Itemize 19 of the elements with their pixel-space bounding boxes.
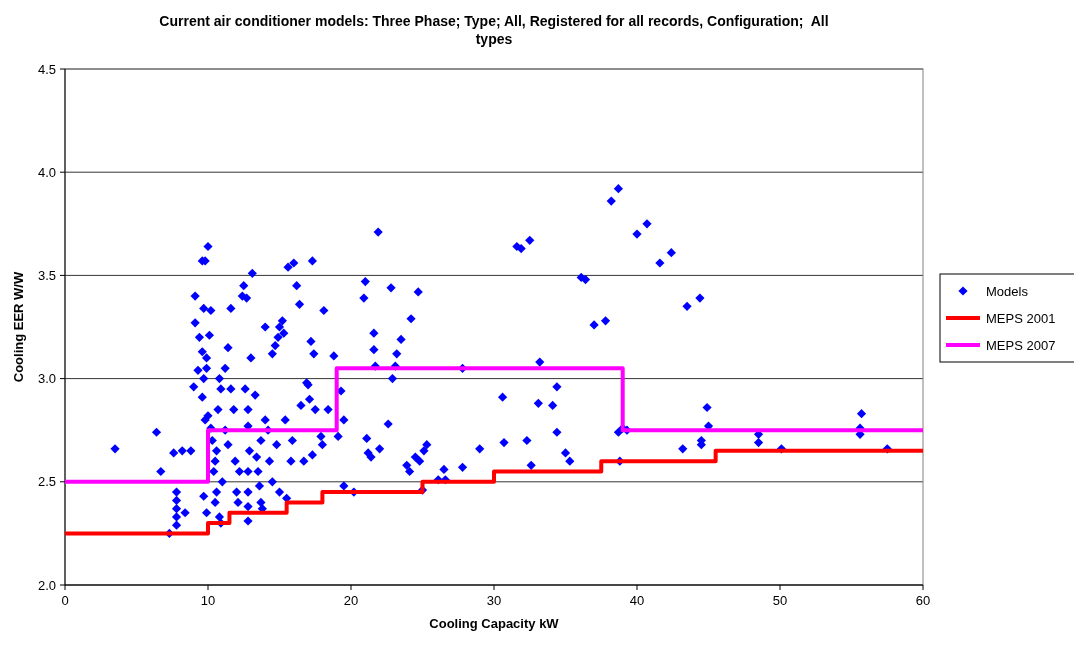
x-tick-label: 0 [61, 593, 69, 608]
legend-label: MEPS 2001 [986, 310, 1056, 326]
chart-title: Current air conditioner models: Three Phase; Type; All, Registered for all records, Configuration; All types [159, 13, 829, 47]
legend-label: Models [986, 283, 1029, 299]
legend-label: MEPS 2007 [986, 337, 1056, 353]
y-tick-label: 4.5 [37, 61, 56, 77]
y-tick-label: 4.0 [37, 164, 56, 180]
y-axis-title: Cooling EER W/W [11, 271, 26, 383]
x-tick-label: 60 [915, 593, 931, 608]
y-tick-label: 3.5 [37, 267, 56, 283]
x-axis-title: Cooling Capacity kW [429, 616, 560, 631]
x-tick-label: 40 [629, 593, 645, 608]
y-tick-label: 2.5 [37, 474, 56, 490]
y-tick-label: 3.0 [37, 371, 56, 387]
x-tick-label: 20 [343, 593, 359, 608]
x-tick-label: 30 [486, 593, 502, 608]
y-tick-label: 2.0 [37, 577, 56, 593]
x-tick-label: 10 [200, 593, 216, 608]
x-tick-label: 50 [772, 593, 788, 608]
